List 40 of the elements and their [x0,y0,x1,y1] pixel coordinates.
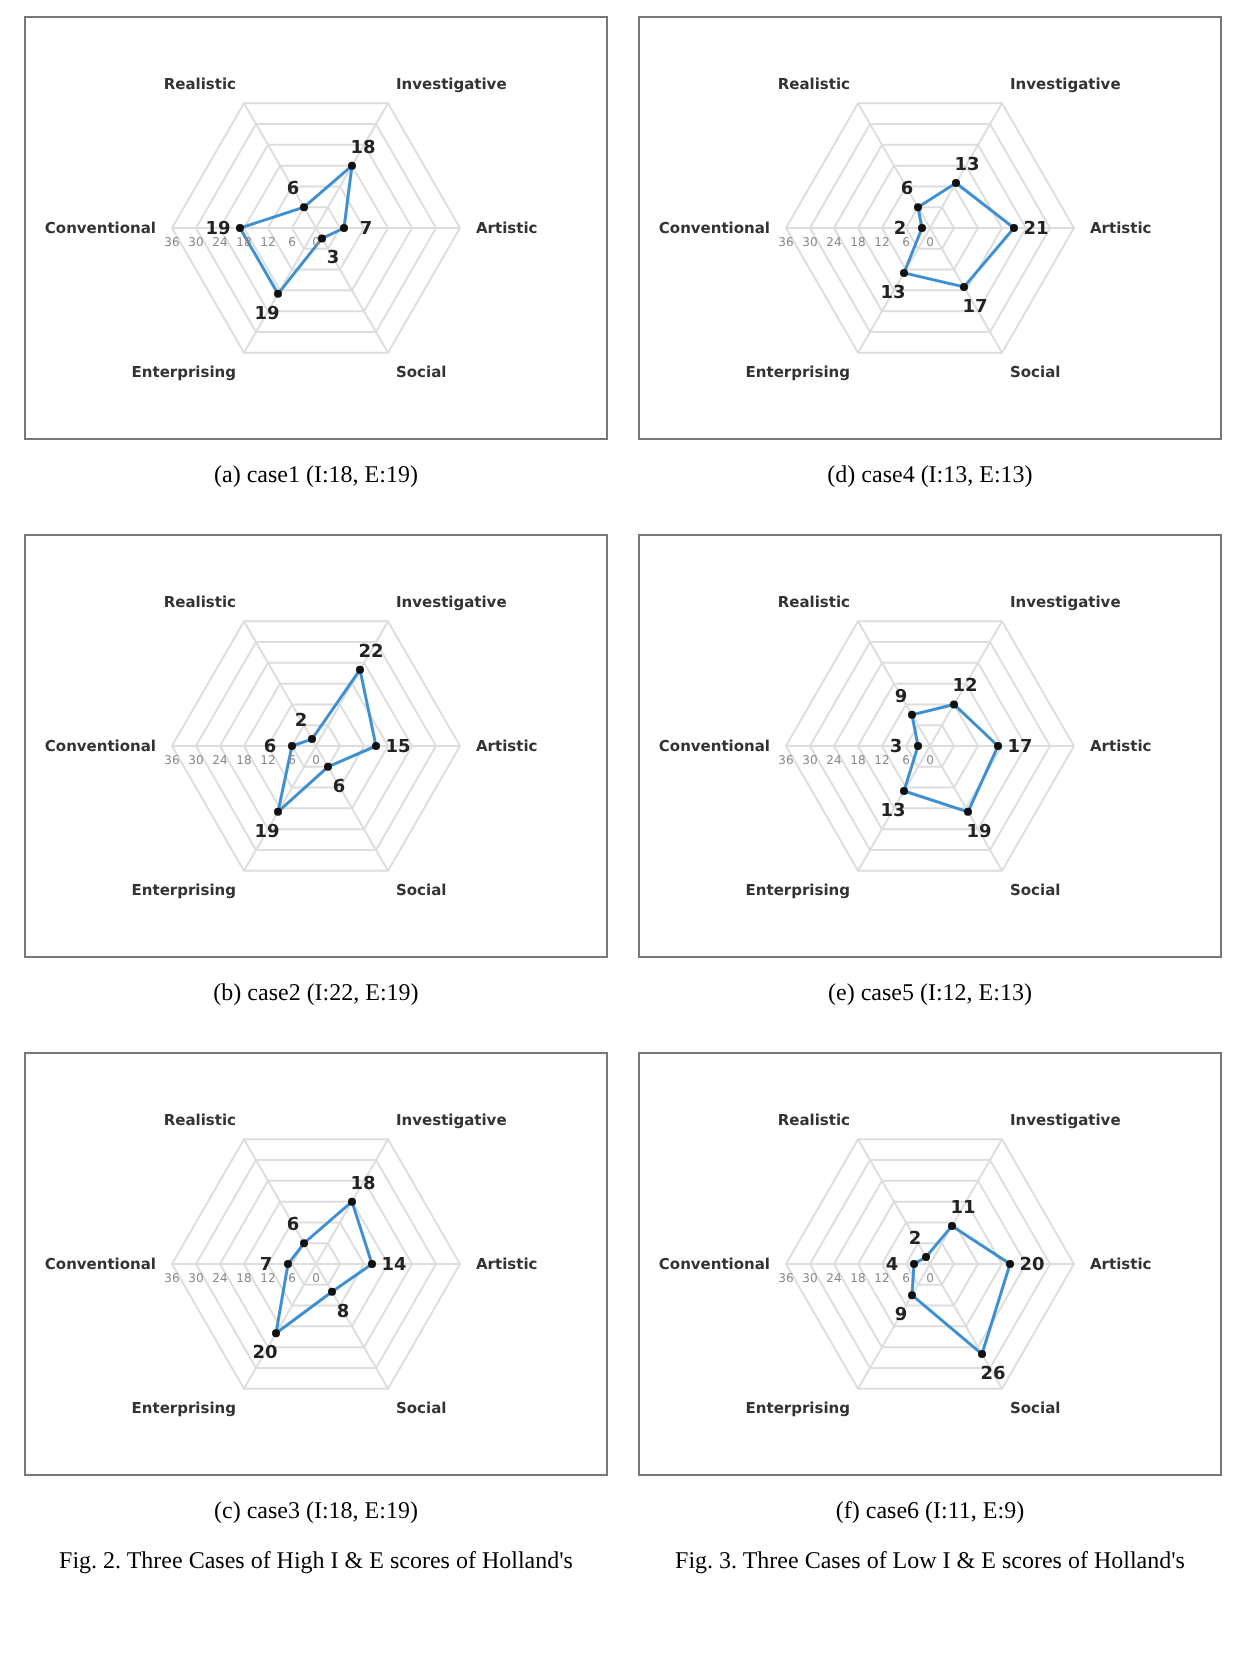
text: (d) case4 (I:13, E:13) [827,460,1033,490]
text: (e) case5 (I:12, E:13) [828,978,1032,1008]
data-label: 2 [294,712,308,733]
data-label: 4 [885,1256,899,1276]
data-label: 17 [1007,738,1033,758]
data-label: 11 [950,1198,976,1219]
data-label: 19 [254,304,280,325]
data-label: 13 [954,155,980,176]
data-label: 7 [359,220,373,240]
data-label: 8 [336,1302,350,1323]
data-label: 12 [952,677,978,698]
data-label: 17 [962,297,988,318]
data-label: 26 [980,1365,1006,1386]
data-label: 3 [889,738,903,758]
data-label: 6 [332,777,346,798]
data-label: 7 [259,1256,273,1276]
data-label: 2 [908,1230,922,1251]
data-label: 20 [1019,1256,1045,1276]
data-label: 18 [350,1174,376,1195]
data-label: 15 [385,738,411,758]
data-label: 9 [894,1306,908,1327]
data-label: 21 [1023,220,1049,240]
data-label: 13 [880,284,906,305]
data-label: 13 [880,802,906,823]
text: (a) case1 (I:18, E:19) [214,460,418,490]
caption: Fig. 2. Three Cases of High I & E scores of Holland's [59,1546,573,1576]
data-label: 18 [350,138,376,159]
data-label: 19 [966,822,992,843]
text: (f) case6 (I:11, E:9) [835,1496,1025,1526]
text: (b) case2 (I:22, E:19) [213,978,419,1008]
data-label: 22 [358,642,384,663]
data-label: 19 [254,822,280,843]
data-label: 14 [381,1256,407,1276]
data-label: 20 [252,1344,278,1365]
data-label: 2 [893,220,907,240]
data-label: 9 [894,687,908,708]
data-label: 19 [205,220,231,240]
text: (c) case3 (I:18, E:19) [214,1496,418,1526]
caption: Fig. 3. Three Cases of Low I & E scores of Holland's [675,1546,1185,1576]
data-label: 3 [326,249,340,270]
